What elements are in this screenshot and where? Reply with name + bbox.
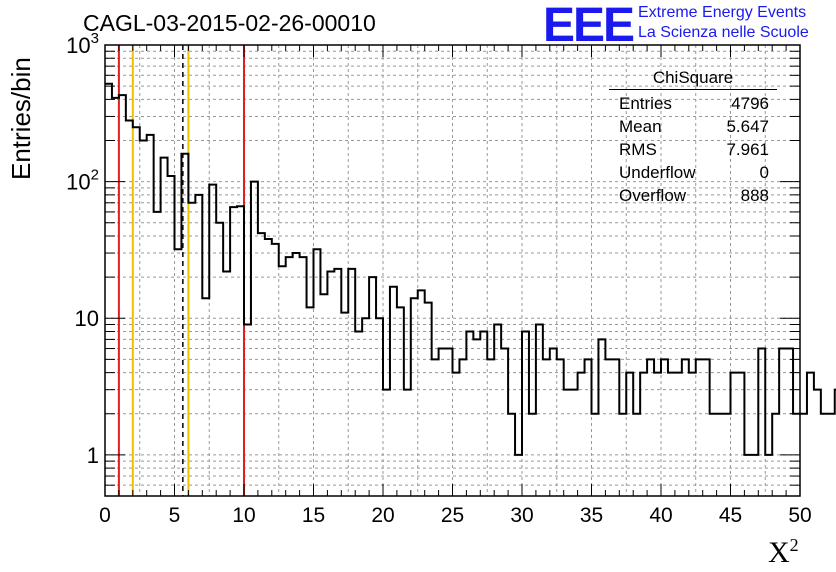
- stats-label: RMS: [619, 140, 657, 159]
- stats-row-rms: RMS 7.961: [609, 138, 777, 161]
- x-tick-label: 5: [169, 504, 181, 527]
- x-tick-labels: 0 5 10 15 20 25 30 35 40 45 50: [99, 504, 812, 527]
- y-tick-label: 102: [66, 167, 99, 195]
- y-axis-label: Entries/bin: [6, 57, 36, 180]
- y-tick-labels: 1 10 102 103: [66, 30, 99, 468]
- stats-box: ChiSquare Entries 4796 Mean 5.647 RMS 7.961…: [609, 68, 777, 207]
- eee-logo: EEE: [543, 0, 635, 52]
- x-tick-label: 10: [232, 504, 255, 527]
- logo-line-2: La Scienza nelle Scuole: [638, 24, 809, 41]
- stats-row-mean: Mean 5.647: [609, 115, 777, 138]
- stats-label: Overflow: [619, 186, 687, 205]
- x-tick-label: 50: [788, 504, 811, 527]
- reference-lines: [117, 45, 245, 496]
- x-axis-label-base: X: [768, 536, 790, 569]
- y-tick-label: 1: [87, 443, 99, 468]
- x-tick-label: 0: [99, 504, 111, 527]
- stats-label: Entries: [619, 94, 672, 113]
- stats-value: 5.647: [726, 117, 769, 136]
- grid: [105, 45, 800, 496]
- x-tick-label: 40: [649, 504, 672, 527]
- x-tick-label: 15: [302, 504, 325, 527]
- stats-value: 0: [759, 163, 769, 182]
- histogram-series: [105, 82, 836, 456]
- stats-label: Underflow: [619, 163, 696, 182]
- stats-row-overflow: Overflow 888: [609, 184, 777, 207]
- x-tick-label: 25: [441, 504, 464, 527]
- stats-value: 7.961: [726, 140, 769, 159]
- x-axis-label-sup: 2: [789, 535, 799, 555]
- x-tick-label: 20: [371, 504, 394, 527]
- stats-title: ChiSquare: [609, 68, 777, 90]
- stats-row-entries: Entries 4796: [609, 92, 777, 115]
- stats-value: 888: [740, 186, 769, 205]
- stats-label: Mean: [619, 117, 662, 136]
- y-tick-label: 103: [66, 30, 99, 58]
- stats-value: 4796: [731, 94, 769, 113]
- x-tick-label: 35: [580, 504, 603, 527]
- axis-ticks: [104, 45, 801, 497]
- stats-row-underflow: Underflow 0: [609, 161, 777, 184]
- x-tick-label: 30: [510, 504, 533, 527]
- logo-line-1: Extreme Energy Events: [638, 4, 807, 21]
- chart-title: CAGL-03-2015-02-26-00010: [83, 10, 376, 36]
- x-tick-label: 45: [719, 504, 742, 527]
- y-tick-label: 10: [75, 306, 99, 331]
- x-axis-label: X2: [768, 535, 799, 570]
